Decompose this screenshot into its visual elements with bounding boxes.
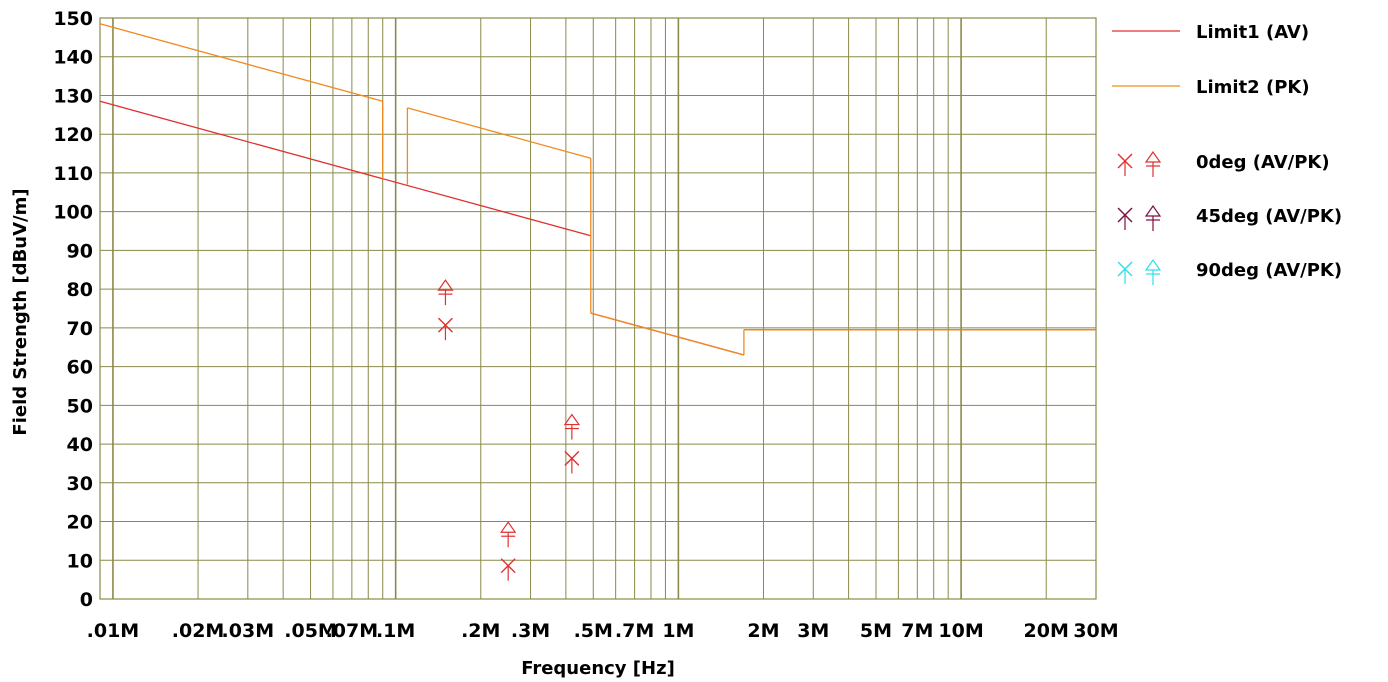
- y-tick-label: 40: [67, 434, 93, 456]
- limit2-segment: [407, 107, 591, 159]
- y-tick-label: 150: [53, 8, 93, 30]
- grid: [99, 17, 1097, 600]
- y-tick-label: 70: [67, 318, 93, 340]
- y-axis-title: Field Strength [dBuV/m]: [10, 188, 31, 435]
- y-tick-label: 0: [80, 589, 93, 611]
- legend-av-symbol: [1117, 153, 1133, 176]
- legend-label: Limit1 (AV): [1196, 22, 1309, 43]
- y-tick-label: 100: [53, 202, 93, 224]
- y-tick-label: 140: [53, 47, 93, 69]
- av-marker: [437, 317, 453, 341]
- x-tick-label: .7M: [615, 620, 654, 642]
- y-tick-label: 110: [53, 163, 93, 185]
- legend-label: Limit2 (PK): [1196, 77, 1310, 98]
- legend-av-symbol: [1117, 207, 1133, 230]
- x-tick-label: 3M: [797, 620, 829, 642]
- y-tick-label: 30: [67, 473, 93, 495]
- x-tick-labels: .01M .02M.03M .05M.07M.1M .2M .3M .5M .7M 1M 2M 3…: [87, 620, 1119, 642]
- legend-pk-symbol: [1144, 204, 1162, 231]
- x-tick-label: .03M: [222, 620, 275, 642]
- x-tick-label: 10M: [938, 620, 983, 642]
- y-tick-label: 20: [67, 512, 93, 534]
- pk-marker: [500, 521, 517, 548]
- legend-label: 90deg (AV/PK): [1196, 260, 1342, 281]
- y-tick-labels: 0 10 20 30 40 50 60 70 80 90 100 110 120 130 140 150: [53, 8, 93, 611]
- y-tick-label: 80: [67, 279, 93, 301]
- y-tick-label: 120: [53, 124, 93, 146]
- limit1-segment: [99, 100, 591, 237]
- x-tick-label: .2M: [461, 620, 500, 642]
- x-tick-label: .3M: [511, 620, 550, 642]
- x-tick-label: .1M: [376, 620, 415, 642]
- y-tick-label: 90: [67, 240, 93, 262]
- limit-lines: [99, 23, 1096, 356]
- pk-marker: [563, 413, 581, 440]
- limit2-segment: [99, 23, 383, 102]
- legend-av-symbol: [1117, 261, 1133, 284]
- x-tick-label: 30M: [1073, 620, 1118, 642]
- y-tick-label: 60: [67, 357, 93, 379]
- x-axis-title: Frequency [Hz]: [521, 658, 675, 679]
- legend-label: 45deg (AV/PK): [1196, 206, 1342, 227]
- x-tick-label: .01M: [87, 620, 140, 642]
- av-marker: [564, 450, 580, 474]
- x-tick-label: 7M: [901, 620, 933, 642]
- x-tick-label: .07M: [326, 620, 379, 642]
- x-tick-label: 2M: [747, 620, 779, 642]
- x-tick-label: .5M: [574, 620, 613, 642]
- x-tick-label: 20M: [1024, 620, 1069, 642]
- legend-label: 0deg (AV/PK): [1196, 152, 1330, 173]
- x-tick-label: .02M: [172, 620, 225, 642]
- av-marker: [500, 558, 516, 581]
- limit2-segment: [590, 312, 745, 356]
- x-tick-label: .05M: [284, 620, 337, 642]
- y-tick-label: 10: [67, 550, 93, 572]
- plot-frame: [99, 17, 1097, 600]
- legend-pk-symbol: [1144, 150, 1162, 177]
- pk-marker: [437, 279, 454, 306]
- y-tick-label: 130: [53, 85, 93, 107]
- legend: Limit1 (AV) Limit2 (PK) 0deg (AV/PK) 45deg …: [1112, 22, 1342, 285]
- x-tick-label: 5M: [860, 620, 892, 642]
- legend-pk-symbol: [1144, 258, 1162, 285]
- measurement-markers: [437, 279, 581, 581]
- y-tick-label: 50: [67, 395, 93, 417]
- x-tick-label: 1M: [662, 620, 694, 642]
